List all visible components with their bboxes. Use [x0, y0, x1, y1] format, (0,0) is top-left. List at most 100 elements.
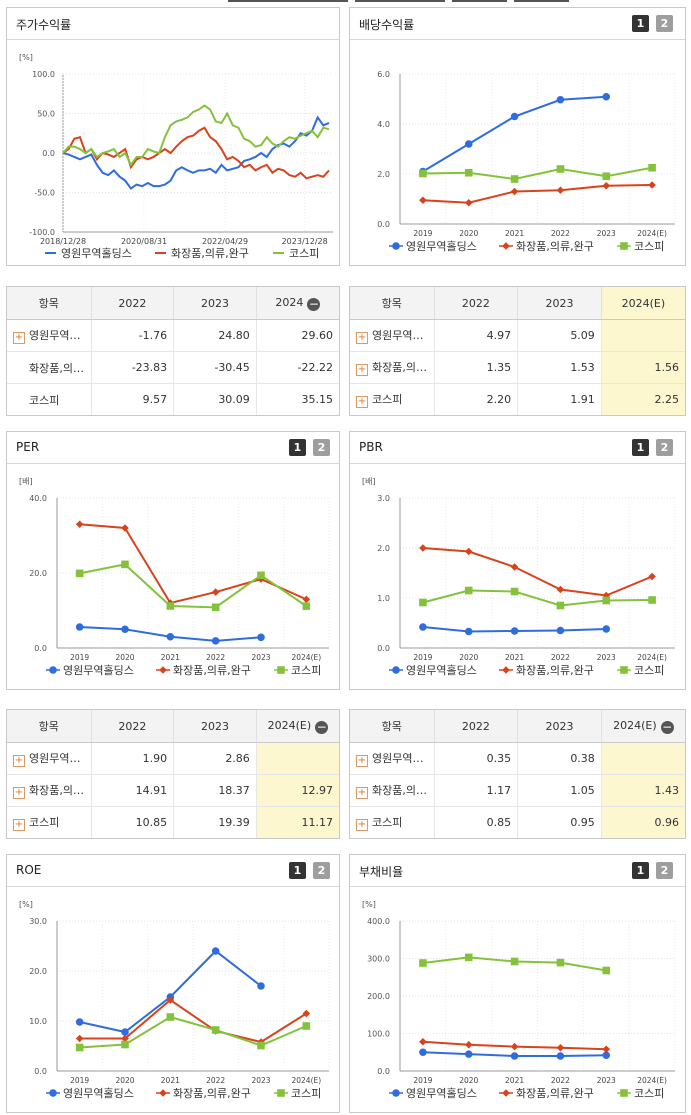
x-tick-label: 2024(E) [637, 229, 667, 238]
row-name-cell: + 영원무역… [7, 319, 91, 352]
y-tick-label: 200.0 [367, 992, 390, 1001]
x-tick-label: 2019 [413, 1076, 432, 1085]
view-1-button[interactable]: 1 [289, 862, 306, 879]
series-line [422, 95, 607, 173]
expand-icon[interactable]: + [13, 755, 25, 767]
table-cell: 29.60 [255, 319, 339, 352]
expand-icon[interactable]: + [13, 819, 25, 831]
table-row: + 코스피 2.20 1.91 2.25 [350, 383, 685, 416]
panel-title: PER [16, 440, 40, 454]
view-1-button[interactable]: 1 [632, 15, 649, 32]
data-point [159, 666, 167, 674]
panel-header: 주가수익률 [7, 8, 339, 40]
row-name-cell: + 영원무역… [350, 742, 434, 775]
x-tick-label: 2022 [206, 1076, 225, 1085]
data-point [602, 625, 611, 633]
dividend-yield-table: 항목 2022 2023 2024(E) + 영원무역… 4.97 5.09 + 화… [349, 286, 686, 416]
collapse-icon[interactable]: − [315, 719, 329, 734]
x-tick-label: 2020/08/31 [121, 237, 167, 246]
data-point [464, 1050, 473, 1058]
data-point [602, 1051, 611, 1060]
x-tick-label: 2022 [551, 229, 570, 238]
expand-icon[interactable]: + [356, 396, 368, 408]
view-1-button[interactable]: 1 [289, 439, 306, 456]
data-point [121, 1028, 129, 1036]
expand-icon[interactable]: + [356, 364, 368, 376]
unit-label: [%] [19, 53, 33, 62]
x-tick-label: 2019 [413, 229, 432, 238]
table-cell: 5.09 [517, 319, 602, 352]
data-point [75, 520, 84, 529]
roe-chart: [%] 30.0 20.0 10.0 0.0 2019 2020 2021 2022 2023 20… [19, 900, 330, 1100]
data-point [166, 1013, 175, 1021]
column-header: 2024− [255, 287, 339, 320]
view-2-button[interactable]: 2 [656, 862, 673, 879]
x-tick-label: 2019 [413, 653, 432, 662]
column-header: 2023 [517, 710, 602, 743]
table-cell: 12.97 [255, 774, 339, 807]
y-tick-label: 50.0 [37, 110, 55, 119]
data-point [556, 585, 565, 594]
y-tick-label: 100.0 [32, 70, 55, 79]
data-point [302, 595, 311, 604]
data-point [464, 1040, 473, 1049]
legend-label: 코스피 [634, 664, 664, 677]
row-name: 코스피 [29, 816, 60, 829]
x-tick-label: 2024(E) [637, 653, 667, 662]
view-1-button[interactable]: 1 [632, 862, 649, 879]
data-point [510, 563, 519, 571]
data-point [602, 966, 611, 975]
row-name-cell: + 코스피 [350, 384, 434, 416]
view-2-button[interactable]: 2 [656, 15, 673, 32]
legend-label: 화장품,의류,완구 [171, 247, 249, 260]
view-2-button[interactable]: 2 [656, 439, 673, 456]
x-tick-label: 2023 [597, 653, 616, 662]
data-point [464, 627, 473, 636]
data-point [75, 569, 84, 578]
column-header: 항목 [350, 287, 434, 320]
expand-icon[interactable]: + [13, 332, 25, 344]
series-line [422, 547, 653, 597]
legend-label: 영원무역홀딩스 [406, 664, 477, 677]
collapse-icon[interactable]: − [307, 296, 321, 311]
panel-title: PBR [359, 440, 383, 454]
panel-header: 배당수익률 1 2 [350, 8, 685, 40]
series-company [419, 92, 611, 176]
view-2-button[interactable]: 2 [313, 862, 330, 879]
legend-label: 화장품,의류,완구 [516, 240, 594, 253]
y-tick-label: 0.0 [34, 1067, 47, 1076]
column-header: 2023 [173, 710, 257, 743]
expand-icon[interactable]: + [356, 787, 368, 799]
series-kospi [419, 163, 656, 183]
collapse-icon[interactable]: − [660, 719, 674, 734]
legend-label: 코스피 [291, 664, 321, 677]
data-point [419, 1048, 427, 1057]
table-cell [600, 319, 685, 352]
table-row: + 영원무역… 0.35 0.38 [350, 742, 685, 775]
table-cell: 2.25 [600, 383, 685, 415]
y-tick-label: 2.0 [377, 544, 390, 553]
data-point [510, 957, 519, 966]
data-point [620, 1089, 628, 1097]
view-1-button[interactable]: 1 [632, 439, 649, 456]
expand-icon[interactable]: + [13, 787, 25, 799]
expand-icon[interactable]: + [356, 755, 368, 767]
expand-icon[interactable]: + [356, 332, 368, 344]
table-cell: 30.09 [173, 383, 257, 415]
data-point [510, 627, 519, 635]
data-point [49, 1089, 57, 1097]
data-point [257, 982, 265, 990]
column-header: 2024(E) − [255, 710, 339, 743]
legend-label: 영원무역홀딩스 [61, 247, 132, 260]
view-2-button[interactable]: 2 [313, 439, 330, 456]
table-row: + 코스피 10.85 19.39 11.17 [7, 806, 339, 838]
x-tick-label: 2023 [251, 1076, 270, 1085]
expand-icon[interactable]: + [356, 819, 368, 831]
data-point [211, 947, 220, 955]
column-header: 2022 [90, 287, 174, 320]
data-point [602, 92, 611, 101]
top-strip [0, 0, 691, 4]
column-header: 2023 [173, 287, 257, 320]
table-row: + 영원무역… 4.97 5.09 [350, 319, 685, 352]
row-name: 영원무역… [372, 752, 424, 765]
